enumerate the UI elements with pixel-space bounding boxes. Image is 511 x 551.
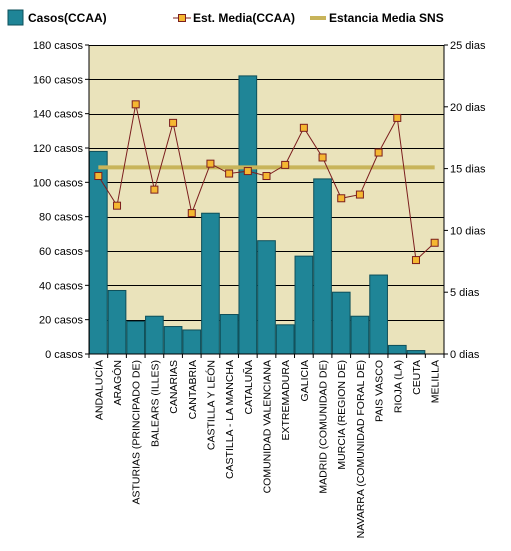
bar-13: [331, 291, 351, 355]
bar-2: [126, 320, 146, 355]
bar-6: [201, 212, 220, 355]
left-tick-label-20: 20 casos: [39, 315, 84, 327]
bar-0: [89, 150, 108, 355]
est-media-marker-11: [299, 123, 308, 132]
left-tick-label-100: 100 casos: [33, 177, 84, 189]
left-tick-label-60: 60 casos: [39, 246, 84, 258]
est-media-marker-18: [430, 238, 439, 247]
bar-3: [145, 315, 164, 355]
est-media-marker-14: [355, 190, 364, 199]
category-label-2: ASTURIAS (PRINCIPADO DE): [131, 360, 143, 505]
legend-item-sns: Estancia Media SNS: [310, 11, 444, 25]
est-media-series: [94, 100, 439, 265]
est-media-marker-16: [393, 113, 402, 122]
legend-item-est-media: Est. Media(CCAA): [173, 11, 295, 25]
legend-marker-est-media: [178, 14, 186, 22]
category-label-18: MELILLA: [430, 360, 442, 403]
category-label-10: EXTREMADURA: [280, 360, 292, 441]
category-label-7: CASTILLA - LA MANCHA: [224, 360, 236, 479]
category-label-13: MURCIA (REGION DE): [336, 360, 348, 470]
est-media-marker-1: [113, 201, 122, 210]
legend-label-est-media: Est. Media(CCAA): [193, 11, 295, 25]
right-tick-label-20: 20 dias: [450, 102, 486, 114]
bar-5: [182, 329, 202, 355]
left-tick-label-160: 160 casos: [33, 74, 84, 86]
category-label-8: CATALUÑA: [242, 360, 255, 414]
legend-label-sns: Estancia Media SNS: [329, 11, 444, 25]
est-media-marker-17: [411, 256, 420, 265]
est-media-marker-2: [131, 100, 140, 109]
bar-12: [313, 178, 332, 355]
est-media-marker-13: [337, 194, 346, 203]
left-tick-label-120: 120 casos: [33, 143, 84, 155]
left-tick-label-0: 0 casos: [45, 349, 83, 361]
bar-16: [387, 344, 407, 355]
category-axis-labels: ANDALUCÍA ARAGÓN ASTURIAS (PRINCIPADO DE) B…: [88, 354, 445, 538]
right-tick-label-10: 10 dias: [450, 225, 486, 237]
category-label-16: RIOJA (LA): [392, 360, 404, 413]
est-media-marker-8: [243, 167, 252, 176]
bar-7: [219, 314, 239, 355]
bar-15: [369, 274, 388, 355]
est-media-marker-0: [94, 172, 103, 181]
category-label-11: GALICIA: [299, 360, 311, 401]
est-media-marker-3: [150, 185, 159, 194]
left-tick-label-80: 80 casos: [39, 212, 84, 224]
est-media-marker-9: [262, 172, 271, 181]
est-media-marker-4: [169, 118, 178, 127]
category-label-15: PAIS VASCO: [374, 360, 386, 422]
bar-8: [238, 75, 258, 355]
bar-17: [406, 350, 426, 355]
bar-1: [107, 289, 127, 355]
category-label-5: CANTABRIA: [187, 360, 199, 419]
left-tick-label-140: 140 casos: [33, 109, 84, 121]
est-media-marker-6: [206, 159, 215, 168]
est-media-marker-5: [187, 209, 196, 218]
right-tick-label-0: 0 dias: [450, 349, 480, 361]
legend: Casos(CCAA) Est. Media(CCAA) Estancia Me…: [7, 9, 444, 26]
left-tick-label-180: 180 casos: [33, 40, 84, 52]
left-tick-label-40: 40 casos: [39, 280, 84, 292]
right-tick-label-5: 5 dias: [450, 287, 480, 299]
bar-11: [294, 255, 314, 355]
right-tick-label-15: 15 dias: [450, 164, 486, 176]
right-tick-label-25: 25 dias: [450, 40, 486, 52]
category-label-14: NAVARRA (COMUNIDAD FORAL DE): [355, 360, 367, 538]
est-media-marker-10: [281, 160, 290, 169]
category-label-9: COMUNIDAD VALENCIANA: [262, 360, 274, 493]
bar-10: [275, 324, 295, 355]
bar-14: [350, 315, 370, 355]
est-media-marker-7: [225, 169, 234, 178]
est-media-marker-15: [374, 148, 383, 157]
legend-swatch-casos: [7, 9, 24, 26]
left-axis-ticks: 0 casos 20 casos 40 casos 60 casos 80 casos 1…: [33, 40, 89, 361]
est-media-marker-12: [318, 153, 327, 162]
right-axis-ticks: 0 dias 5 dias 10 dias 15 dias 20 dias 25 dias: [444, 40, 486, 361]
legend-item-casos: Casos(CCAA): [7, 9, 107, 26]
legend-label-casos: Casos(CCAA): [28, 11, 107, 25]
axes: [88, 45, 445, 355]
category-label-1: ARAGÓN: [111, 360, 124, 406]
category-label-6: CASTILLA Y LEÓN: [204, 360, 217, 450]
bar-9: [257, 240, 276, 355]
category-label-12: MADRID (COMUNIDAD DE): [318, 360, 330, 494]
category-label-0: ANDALUCÍA: [92, 360, 105, 420]
category-label-3: BALEARS (ILLES): [149, 360, 161, 447]
bar-4: [163, 326, 183, 355]
category-label-17: CEUTA: [411, 360, 423, 395]
category-label-4: CANARIAS: [168, 360, 180, 414]
